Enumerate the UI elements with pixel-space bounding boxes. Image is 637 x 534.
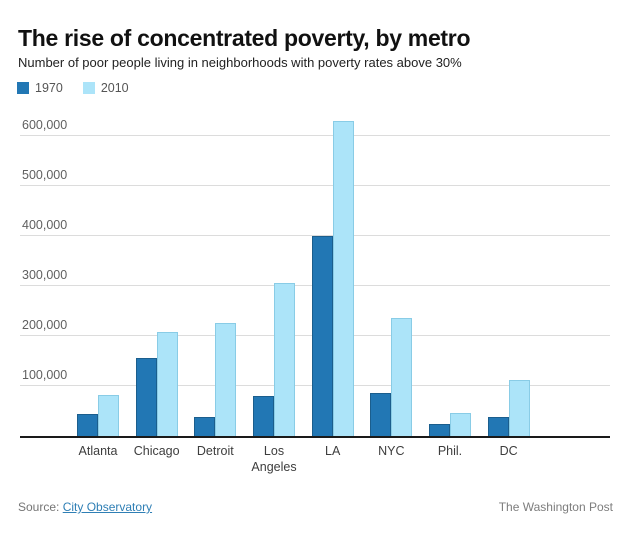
gridline-500000 [20, 185, 610, 186]
bar-group-los-angeles [253, 283, 295, 436]
x-tick-label-dc: DC [499, 444, 518, 458]
bar-group-la [311, 121, 354, 436]
x-tick-label-nyc: NYC [378, 444, 405, 458]
bar-1970-detroit [194, 417, 216, 436]
credit-label: The Washington Post [498, 500, 613, 514]
y-tick-label-100000: 100,000 [22, 368, 68, 382]
y-tick-label-500000: 500,000 [22, 168, 68, 182]
bar-2010-la [332, 121, 354, 436]
gridline-600000 [20, 135, 610, 136]
legend-item-2010: 2010 [82, 81, 129, 95]
y-tick-label-300000: 300,000 [22, 268, 68, 282]
x-tick-label-chicago: Chicago [133, 444, 180, 458]
legend-swatch-2010 [82, 82, 95, 94]
bar-group-atlanta [77, 395, 119, 436]
y-tick-label-200000: 200,000 [22, 318, 68, 332]
bar-group-dc [487, 380, 530, 436]
bar-1970-dc [487, 417, 509, 436]
bar-2010-detroit [215, 323, 237, 436]
bar-1970-atlanta [77, 414, 98, 436]
source-link[interactable]: City Observatory [62, 500, 153, 514]
legend-label-1970: 1970 [35, 81, 63, 95]
y-tick-label-600000: 600,000 [22, 118, 68, 132]
bar-1970-phil [429, 424, 451, 436]
bar-group-phil [429, 413, 472, 436]
x-tick-label-detroit: Detroit [196, 444, 234, 458]
chart-subtitle: Number of poor people living in neighbor… [18, 55, 462, 70]
bar-2010-chicago [156, 332, 178, 436]
chart-legend: 1970 2010 [17, 81, 149, 95]
source-line: Source: City Observatory [18, 500, 152, 514]
bar-group-chicago [135, 332, 178, 436]
chart-footer: Source: City Observatory The Washington … [18, 500, 613, 514]
bar-1970-chicago [135, 358, 157, 436]
bar-2010-dc [508, 380, 530, 436]
x-tick-label-atlanta: Atlanta [78, 444, 118, 458]
legend-swatch-1970 [17, 82, 29, 94]
poverty-bar-chart: 100,000 200,000 300,000 400,000 500,000 600,0… [20, 116, 610, 474]
bar-1970-los-angeles [253, 396, 274, 436]
bar-1970-nyc [370, 393, 392, 436]
x-tick-label-los-angeles: Los Angeles [251, 444, 297, 474]
gridline-400000 [20, 235, 610, 236]
bar-2010-phil [450, 413, 472, 436]
legend-label-2010: 2010 [100, 81, 129, 95]
bar-group-detroit [194, 323, 237, 436]
source-prefix: Source: [18, 500, 60, 514]
bar-2010-nyc [391, 318, 413, 436]
bar-2010-atlanta [98, 395, 119, 436]
bar-2010-los-angeles [274, 283, 295, 436]
page-title: The rise of concentrated poverty, by met… [18, 25, 471, 52]
x-tick-label-la: LA [325, 444, 341, 458]
legend-item-1970: 1970 [17, 81, 63, 95]
x-tick-label-phil: Phil. [437, 444, 463, 458]
y-tick-label-400000: 400,000 [22, 218, 68, 232]
bar-1970-la [311, 236, 333, 436]
bar-group-nyc [370, 318, 413, 436]
